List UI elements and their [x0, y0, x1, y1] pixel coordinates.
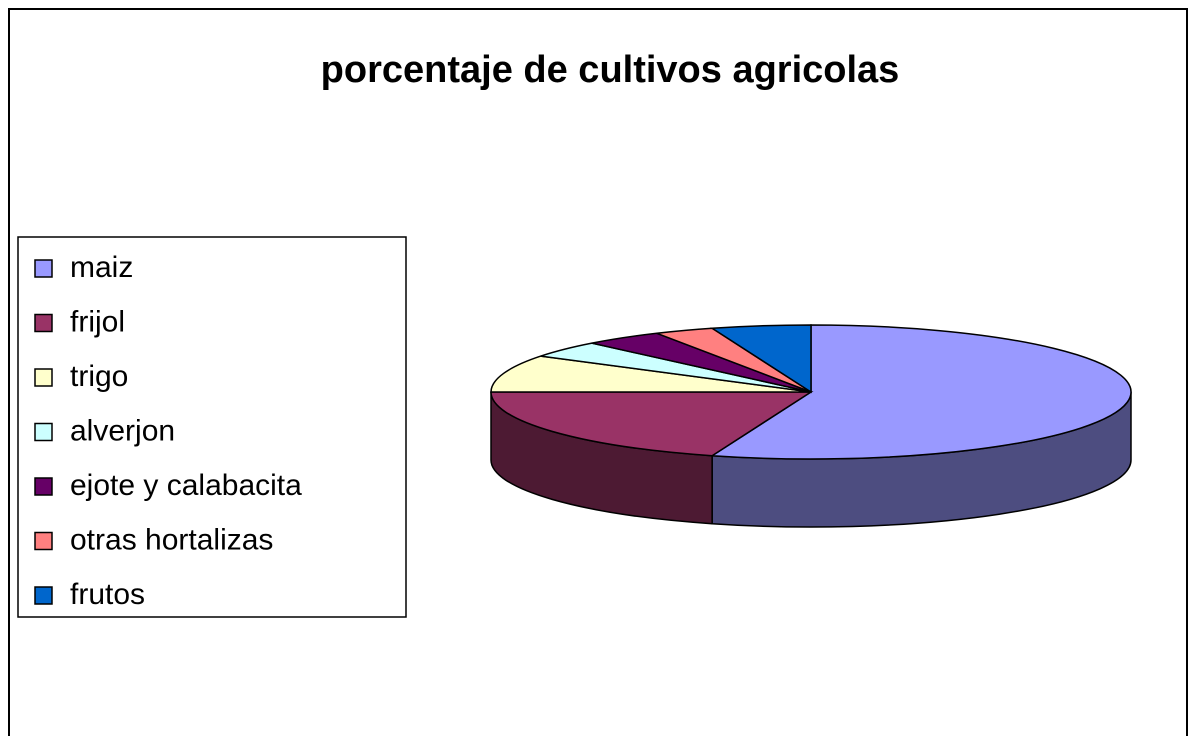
- legend-swatch: [34, 586, 53, 605]
- legend-swatch: [34, 313, 53, 333]
- slice: [490, 355, 812, 393]
- legend-swatch: [34, 368, 53, 387]
- slice: [709, 324, 1132, 460]
- legend-swatch: [34, 531, 53, 551]
- legend-label: alverjon: [70, 414, 175, 447]
- legend: [17, 236, 407, 618]
- legend-label: trigo: [70, 360, 128, 393]
- legend-label: maiz: [70, 251, 133, 284]
- legend-swatch: [34, 477, 53, 496]
- slice: [490, 391, 814, 457]
- slice: [709, 324, 812, 394]
- legend-label: frijol: [70, 305, 125, 338]
- chart-title: porcentaje de cultivos agricolas: [321, 49, 900, 91]
- legend-label: ejote y calabacita: [70, 469, 302, 502]
- pie: [490, 324, 1132, 528]
- legend-items: maiz frijol trigo alverjon ejote y calabacit…: [34, 251, 302, 611]
- legend-swatch: [34, 259, 53, 278]
- legend-label: frutos: [70, 578, 145, 611]
- legend-label: otras hortalizas: [70, 523, 273, 556]
- legend-swatch: [34, 422, 53, 442]
